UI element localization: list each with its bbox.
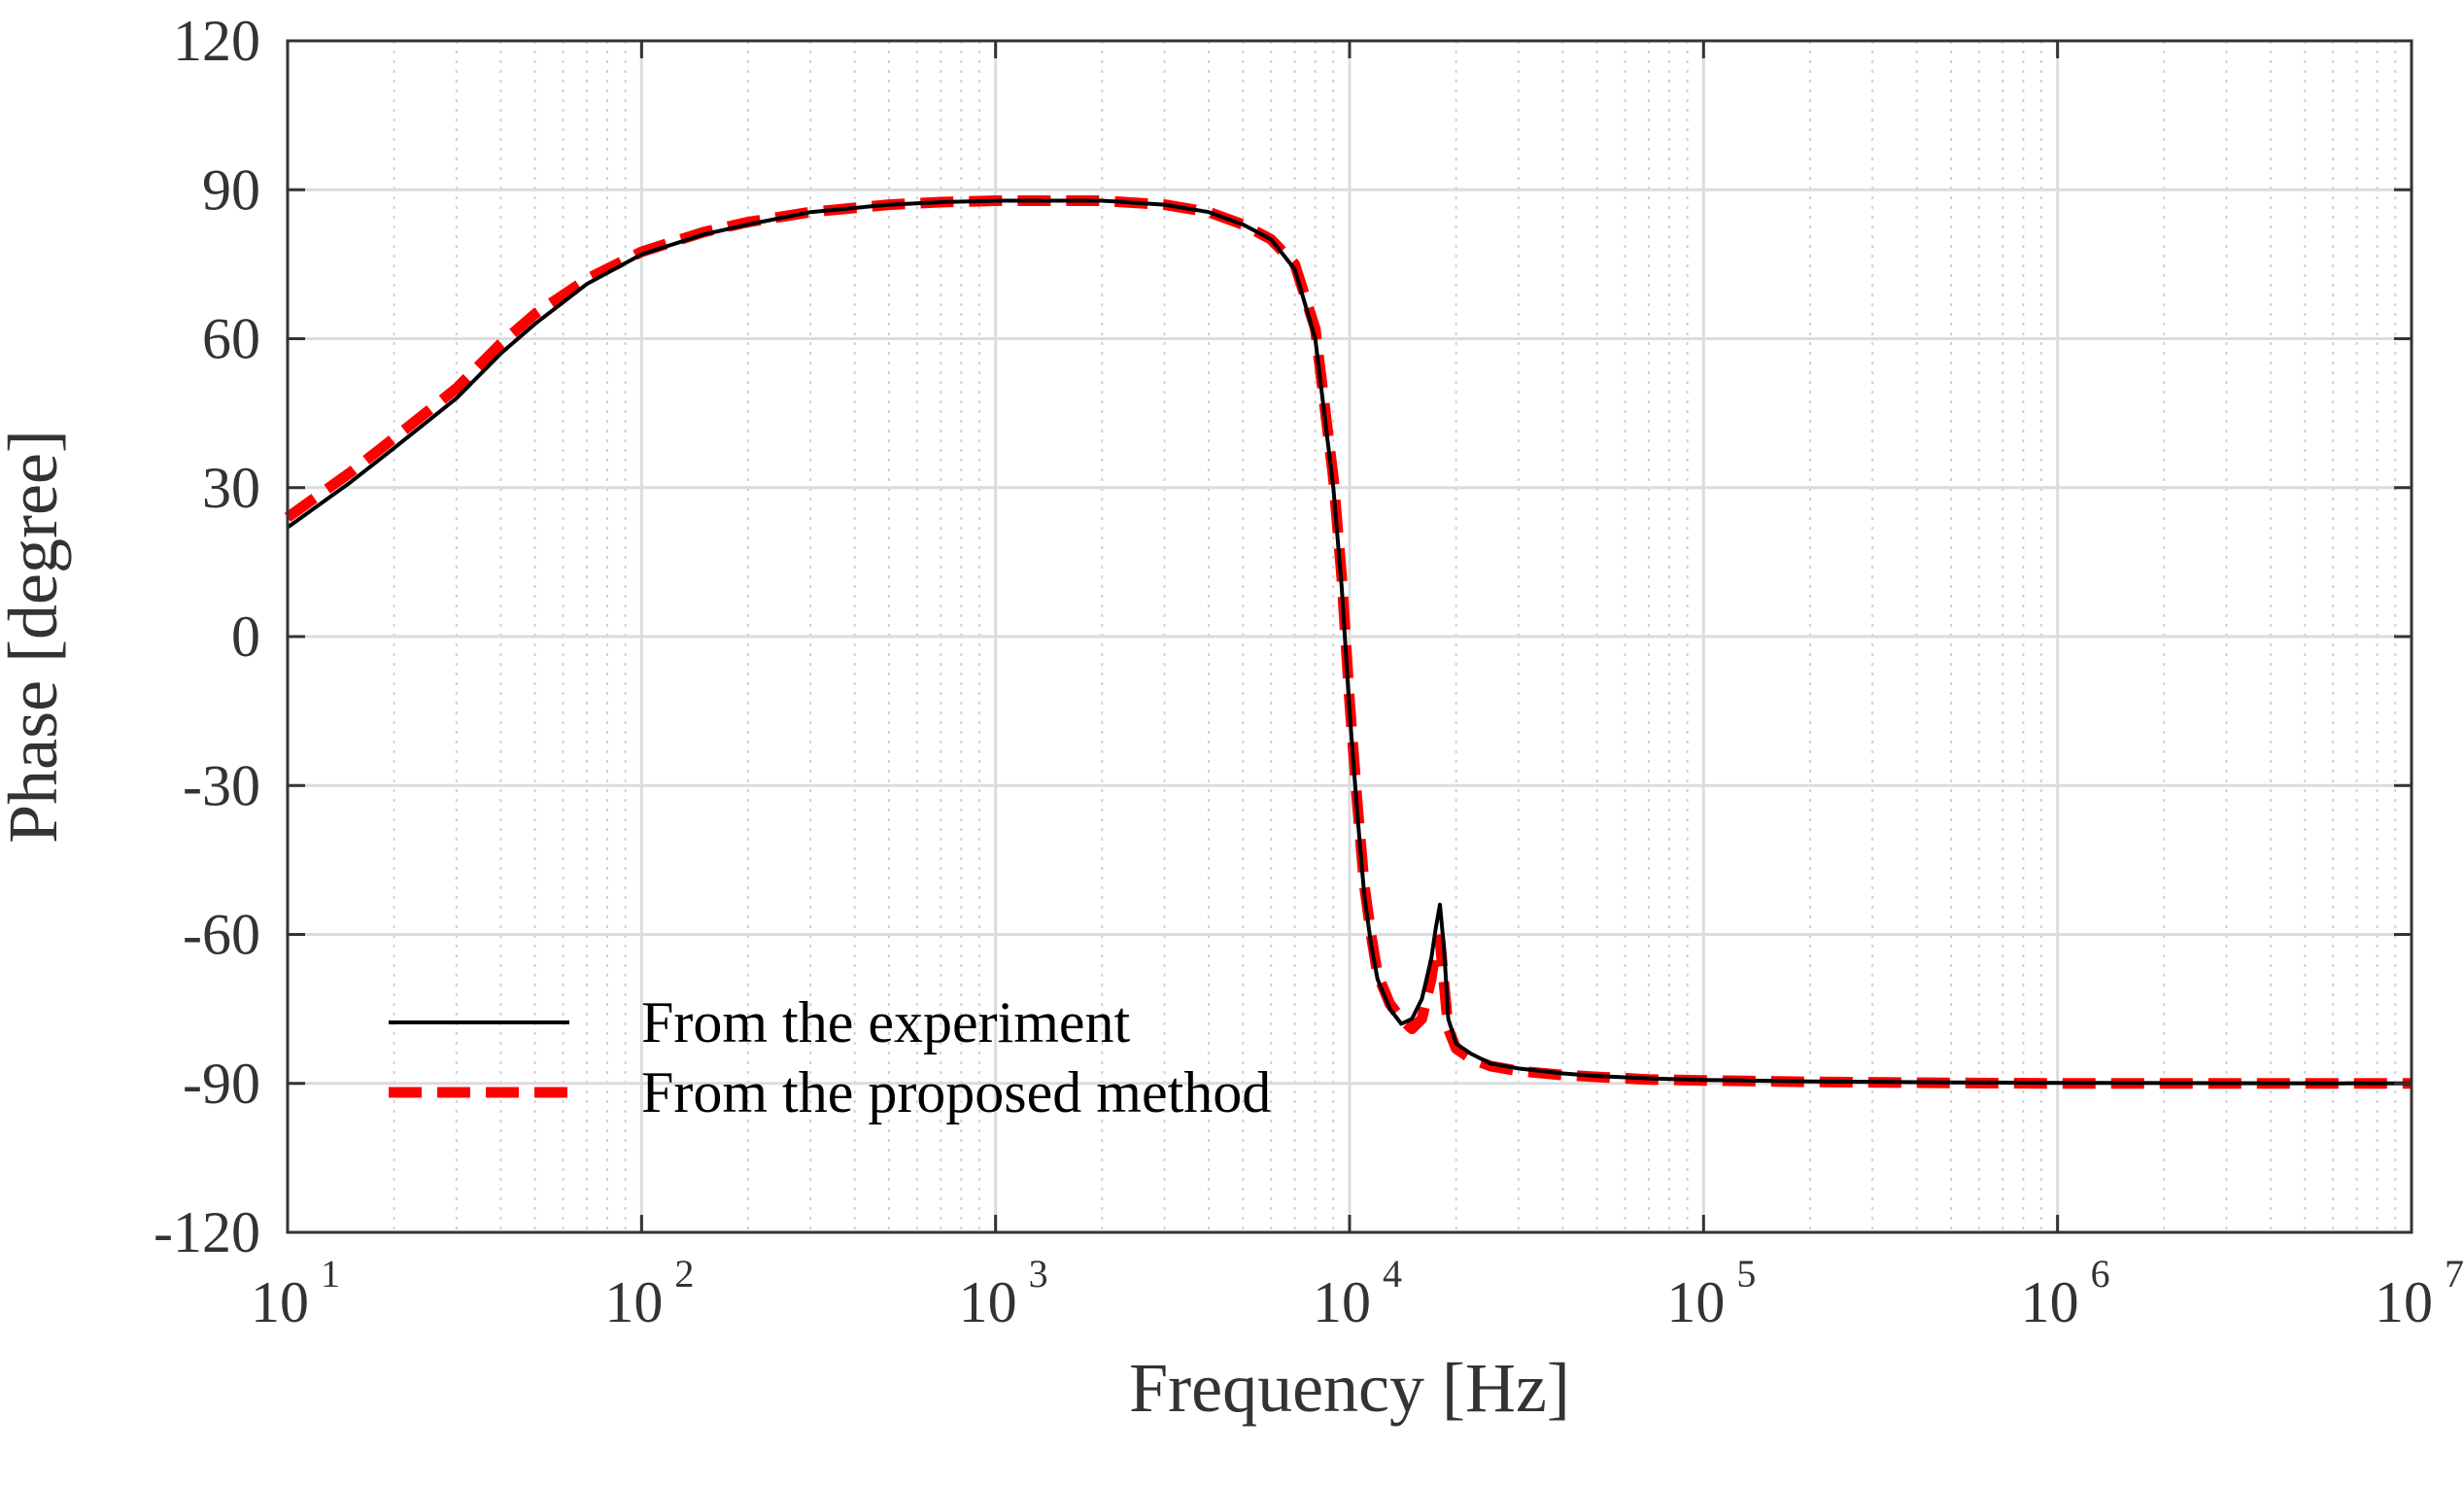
x-tick-label: 10 <box>1313 1270 1371 1334</box>
x-tick-exponent: 2 <box>674 1252 694 1296</box>
x-tick-exponent: 1 <box>321 1252 340 1296</box>
x-tick-label: 10 <box>251 1270 309 1334</box>
legend-label-experiment: From the experiment <box>641 990 1131 1054</box>
x-tick-exponent: 3 <box>1029 1252 1048 1296</box>
x-tick-exponent: 5 <box>1736 1252 1756 1296</box>
y-tick-label: -60 <box>183 903 260 967</box>
y-tick-label: 90 <box>202 157 260 222</box>
x-tick-label: 10 <box>959 1270 1017 1334</box>
series-lines <box>284 195 2413 1089</box>
y-tick-label: -90 <box>183 1052 260 1116</box>
y-tick-label: 0 <box>231 605 260 669</box>
y-tick-label: 120 <box>173 9 260 73</box>
x-tick-label: 10 <box>1666 1270 1725 1334</box>
x-tick-exponent: 6 <box>2091 1252 2110 1296</box>
x-tick-exponent: 4 <box>1383 1252 1402 1296</box>
x-axis-title: Frequency [Hz] <box>1129 1349 1570 1427</box>
x-tick-label: 10 <box>604 1270 663 1334</box>
legend-label-proposed-method: From the proposed method <box>641 1060 1271 1124</box>
y-tick-label: 60 <box>202 307 260 371</box>
y-tick-label: -120 <box>154 1200 260 1264</box>
series-line-experiment <box>286 198 2413 1086</box>
legend: From the experiment From the proposed me… <box>389 990 1271 1124</box>
y-tick-label: 30 <box>202 456 260 520</box>
x-tick-label: 10 <box>2021 1270 2079 1334</box>
x-tick-exponent: 7 <box>2445 1252 2464 1296</box>
y-axis-title: Phase [degree] <box>0 430 72 844</box>
y-tick-label: -30 <box>183 753 260 817</box>
x-tick-label: 10 <box>2375 1270 2433 1334</box>
